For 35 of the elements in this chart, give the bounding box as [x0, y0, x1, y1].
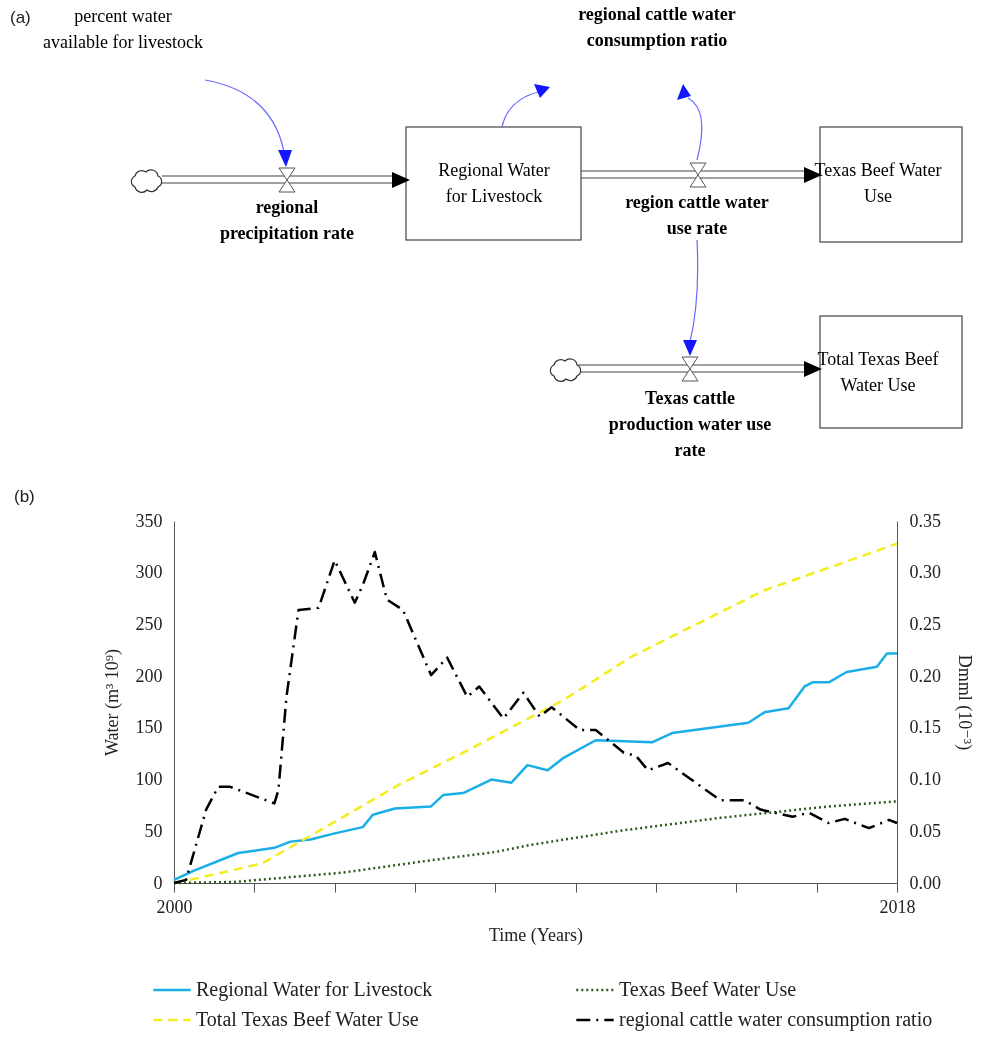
- y-tick-label: 250: [135, 613, 163, 634]
- text: Regional Water for Livestock: [438, 160, 550, 206]
- text: regional cattle water consumption ratio: [578, 4, 736, 50]
- y2-tick-label: 0.15: [909, 717, 941, 738]
- text: (a): [10, 8, 31, 27]
- y2-tick-label: 0.00: [909, 872, 941, 893]
- legend-label: regional cattle water consumption ratio: [619, 1008, 933, 1031]
- y2-tick-label: 0.10: [909, 769, 941, 790]
- y-tick-label: 350: [135, 510, 163, 531]
- x-axis-title: Time (Years): [488, 924, 584, 946]
- text: percent water available for livestock: [43, 6, 203, 52]
- text: regional precipitation rate: [219, 197, 355, 243]
- x-tick-label: 2018: [879, 896, 916, 917]
- y-tick-label: 0: [153, 872, 163, 893]
- y-tick-label: 150: [135, 717, 163, 738]
- y-tick-label: 100: [135, 769, 163, 790]
- text: region cattle water use rate: [625, 192, 769, 238]
- legend-label: Total Texas Beef Water Use: [196, 1008, 419, 1030]
- y2-tick-label: 0.20: [909, 665, 941, 686]
- text: (b): [14, 487, 35, 506]
- y-tick-label: 50: [144, 820, 163, 841]
- x-tick-label: 2000: [156, 896, 193, 917]
- y2-tick-label: 0.05: [909, 820, 941, 841]
- y-tick-label: 300: [135, 562, 163, 583]
- legend-label: Texas Beef Water Use: [619, 978, 797, 1000]
- text: Texas cattle production water use rate: [608, 388, 772, 460]
- y2-tick-label: 0.25: [909, 613, 941, 634]
- y2-axis-title: Dmml (10⁻³): [954, 654, 975, 751]
- y-tick-label: 200: [135, 665, 163, 686]
- y2-tick-label: 0.30: [909, 562, 941, 583]
- text: Total Texas Beef Water Use: [817, 349, 939, 395]
- y2-tick-label: 0.35: [909, 510, 941, 531]
- y-axis-title: Water (m³ 10⁹): [101, 648, 123, 757]
- legend-label: Regional Water for Livestock: [196, 978, 433, 1001]
- text: Texas Beef Water Use: [814, 160, 942, 206]
